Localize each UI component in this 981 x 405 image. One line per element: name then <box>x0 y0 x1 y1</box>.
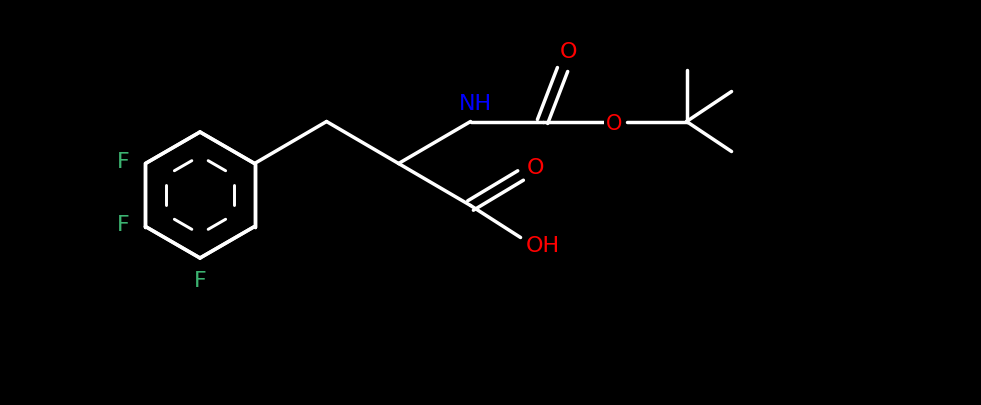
Text: O: O <box>527 158 544 178</box>
Text: OH: OH <box>526 236 559 256</box>
Text: O: O <box>606 114 623 134</box>
Text: F: F <box>117 215 129 235</box>
Text: NH: NH <box>459 94 492 114</box>
Text: F: F <box>193 270 206 290</box>
Text: O: O <box>560 43 577 62</box>
Text: F: F <box>117 152 129 172</box>
